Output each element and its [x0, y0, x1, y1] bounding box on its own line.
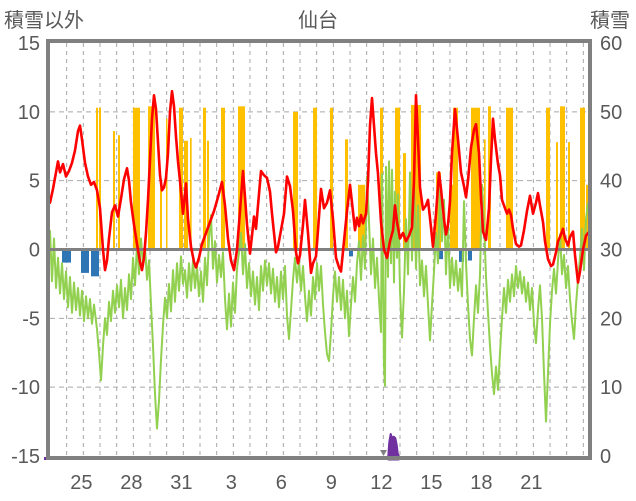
chart-title: 仙台: [298, 10, 338, 32]
right-tick-label: 10: [600, 377, 622, 399]
right-axis-tick-labels: 60 50 40 30 20 10 0: [600, 33, 622, 468]
x-tick-label: 31: [170, 472, 192, 494]
x-tick-label: 21: [520, 472, 542, 494]
right-tick-label: 50: [600, 102, 622, 124]
left-axis-tick-labels: 15 10 5 0 -5 -10 -15: [11, 33, 40, 468]
left-tick-label: 15: [18, 33, 40, 55]
left-tick-label: -15: [11, 446, 40, 468]
blue-bars: [62, 249, 472, 277]
left-tick-label: -5: [22, 308, 40, 330]
plot-frame: [46, 39, 592, 460]
red-line: [48, 89, 590, 284]
left-axis-title: 積雪以外: [4, 10, 84, 32]
x-tick-label: 18: [470, 472, 492, 494]
right-tick-label: 20: [600, 308, 622, 330]
x-axis-tick-labels: 25 28 31 3 6 9 12 15 18 21: [70, 472, 542, 494]
x-tick-label: 6: [276, 472, 287, 494]
x-tick-label: 15: [420, 472, 442, 494]
left-tick-label: -10: [11, 377, 40, 399]
right-axis-title: 積雪: [590, 10, 630, 32]
x-tick-label: 12: [370, 472, 392, 494]
x-tick-label: 25: [70, 472, 92, 494]
left-tick-label: 5: [29, 171, 40, 193]
right-tick-label: 0: [600, 446, 611, 468]
left-tick-label: 10: [18, 102, 40, 124]
left-tick-label: 0: [29, 240, 40, 262]
right-tick-label: 60: [600, 33, 622, 55]
x-tick-label: 3: [226, 472, 237, 494]
right-tick-label: 40: [600, 171, 622, 193]
x-tick-label: 28: [120, 472, 142, 494]
x-tick-label: 9: [326, 472, 337, 494]
purple-snow-depth: [44, 433, 591, 461]
axis-marker-triangle: [380, 450, 387, 456]
orange-bars: [96, 104, 588, 250]
green-line: [49, 160, 589, 430]
right-tick-label: 30: [600, 240, 622, 262]
